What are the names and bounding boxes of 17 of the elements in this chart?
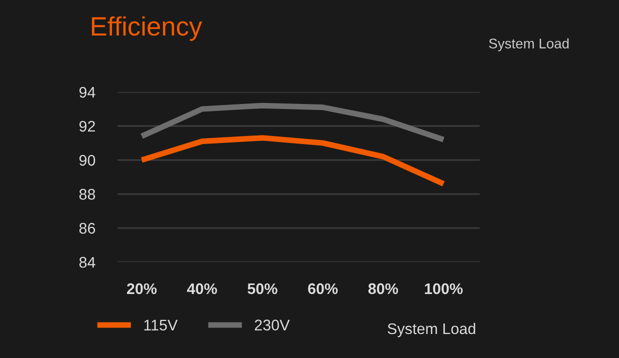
legend-label: 230V	[254, 320, 290, 330]
legend-label: 115V	[144, 320, 178, 330]
y-tick-label: 86	[79, 222, 96, 234]
x-tick-label: 20%	[126, 283, 157, 294]
y-tick-label: 90	[79, 154, 96, 166]
x-tick-label: 40%	[187, 283, 217, 294]
x-tick-label: 80%	[368, 283, 398, 294]
y-tick-label: 88	[79, 188, 96, 200]
chart-title: Efficiency	[92, 16, 202, 41]
y-tick-label: 92	[79, 120, 95, 132]
text: System Load	[489, 38, 569, 52]
x-tick-label: 60%	[308, 283, 338, 294]
x-axis-title: System Load	[388, 322, 476, 338]
x-tick-label: 100%	[424, 283, 463, 294]
y-tick-label: 84	[79, 256, 96, 268]
x-tick-label: 50%	[248, 283, 278, 294]
y-tick-label: 94	[79, 86, 96, 98]
